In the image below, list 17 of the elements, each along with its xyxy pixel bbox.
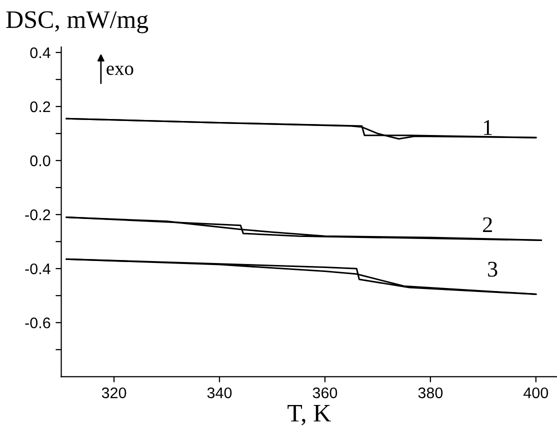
x-tick-label: 320 <box>102 387 126 398</box>
y-tick-label: -0.4 <box>25 263 50 274</box>
y-tick-label: 0.2 <box>30 101 50 112</box>
annotation: 1 <box>484 120 492 135</box>
y-tick-label: 0.0 <box>30 155 50 166</box>
y-tick-label: -0.2 <box>25 209 50 220</box>
x-tick-label: 380 <box>418 387 443 398</box>
x-axis-title: T, K <box>288 405 331 426</box>
y-tick-label: 0.4 <box>30 47 50 58</box>
annotation: 2 <box>483 217 492 232</box>
x-tick-label: 400 <box>524 387 548 398</box>
x-tick-label: 360 <box>312 387 338 398</box>
annotation: exo <box>106 66 134 76</box>
y-axis-title: DSC, mW/mg <box>6 11 148 34</box>
x-tick-label: 340 <box>207 387 232 398</box>
y-tick-label: -0.6 <box>25 317 50 328</box>
annotation: 3 <box>488 262 498 277</box>
